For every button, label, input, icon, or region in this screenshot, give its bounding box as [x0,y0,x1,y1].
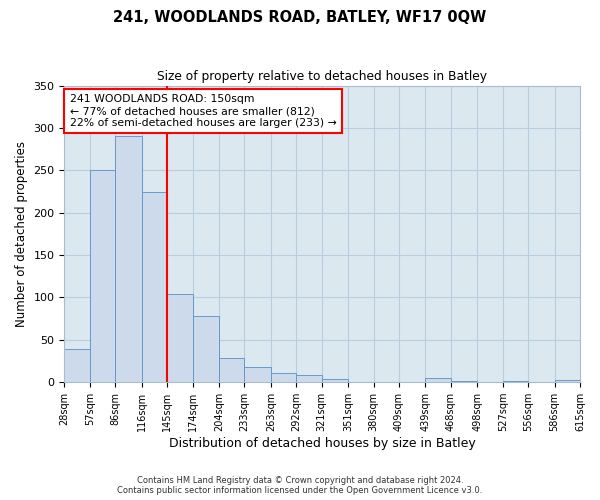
Bar [167,294,193,382]
Text: 241, WOODLANDS ROAD, BATLEY, WF17 0QW: 241, WOODLANDS ROAD, BATLEY, WF17 0QW [113,10,487,25]
Bar [271,373,296,382]
Bar [554,380,580,382]
Bar [219,358,244,382]
Bar [322,379,348,382]
Title: Size of property relative to detached houses in Batley: Size of property relative to detached ho… [157,70,487,83]
X-axis label: Distribution of detached houses by size in Batley: Distribution of detached houses by size … [169,437,476,450]
Text: 241 WOODLANDS ROAD: 150sqm
← 77% of detached houses are smaller (812)
22% of sem: 241 WOODLANDS ROAD: 150sqm ← 77% of deta… [70,94,337,128]
Text: Contains HM Land Registry data © Crown copyright and database right 2024.
Contai: Contains HM Land Registry data © Crown c… [118,476,482,495]
Bar [425,378,451,382]
Bar [64,349,90,382]
Bar [115,136,142,382]
Bar [90,170,115,382]
Bar [142,192,167,382]
Bar [193,316,219,382]
Y-axis label: Number of detached properties: Number of detached properties [15,141,28,327]
Bar [244,367,271,382]
Bar [296,374,322,382]
